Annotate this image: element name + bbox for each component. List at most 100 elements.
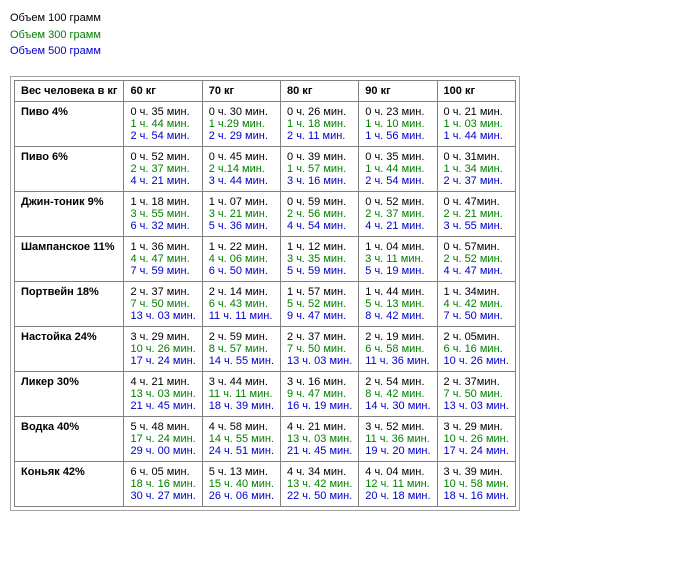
value-500g: 5 ч. 36 мин. xyxy=(209,220,274,232)
value-100g: 0 ч. 59 мин. xyxy=(287,196,352,208)
value-100g: 0 ч. 39 мин. xyxy=(287,151,352,163)
value-500g: 3 ч. 16 мин. xyxy=(287,175,352,187)
value-100g: 3 ч. 39 мин. xyxy=(444,466,509,478)
value-100g: 2 ч. 54 мин. xyxy=(365,376,430,388)
value-300g: 15 ч. 40 мин. xyxy=(209,478,274,490)
value-300g: 1 ч. 44 мин. xyxy=(365,163,430,175)
data-cell: 5 ч. 13 мин.15 ч. 40 мин.26 ч. 06 мин. xyxy=(202,461,280,506)
value-500g: 17 ч. 24 мин. xyxy=(130,355,195,367)
value-500g: 4 ч. 47 мин. xyxy=(444,265,509,277)
value-300g: 9 ч. 47 мин. xyxy=(287,388,352,400)
value-300g: 5 ч. 52 мин. xyxy=(287,298,352,310)
value-300g: 4 ч. 42 мин. xyxy=(444,298,509,310)
value-300g: 8 ч. 57 мин. xyxy=(209,343,274,355)
value-300g: 12 ч. 11 мин. xyxy=(365,478,430,490)
value-100g: 4 ч. 21 мин. xyxy=(130,376,195,388)
value-500g: 7 ч. 59 мин. xyxy=(130,265,195,277)
value-100g: 3 ч. 52 мин. xyxy=(365,421,430,433)
value-300g: 8 ч. 42 мин. xyxy=(365,388,430,400)
data-cell: 4 ч. 34 мин.13 ч. 42 мин.22 ч. 50 мин. xyxy=(281,461,359,506)
data-cell: 4 ч. 04 мин.12 ч. 11 мин.20 ч. 18 мин. xyxy=(359,461,437,506)
value-500g: 18 ч. 39 мин. xyxy=(209,400,274,412)
value-100g: 5 ч. 13 мин. xyxy=(209,466,274,478)
value-300g: 6 ч. 58 мин. xyxy=(365,343,430,355)
data-cell: 3 ч. 16 мин.9 ч. 47 мин.16 ч. 19 мин. xyxy=(281,371,359,416)
row-label: Ликер 30% xyxy=(15,371,124,416)
value-300g: 6 ч. 43 мин. xyxy=(209,298,274,310)
value-500g: 14 ч. 55 мин. xyxy=(209,355,274,367)
value-500g: 11 ч. 11 мин. xyxy=(209,310,274,322)
value-500g: 2 ч. 29 мин. xyxy=(209,130,274,142)
value-500g: 2 ч. 54 мин. xyxy=(130,130,195,142)
value-100g: 0 ч. 30 мин. xyxy=(209,106,274,118)
value-300g: 13 ч. 03 мин. xyxy=(130,388,195,400)
value-300g: 1 ч. 44 мин. xyxy=(130,118,195,130)
data-cell: 0 ч. 35 мин.1 ч. 44 мин.2 ч. 54 мин. xyxy=(124,101,202,146)
table-row: Джин-тоник 9%1 ч. 18 мин.3 ч. 55 мин.6 ч… xyxy=(15,191,516,236)
value-300g: 1 ч. 34 мин. xyxy=(444,163,509,175)
value-500g: 2 ч. 37 мин. xyxy=(444,175,509,187)
value-300g: 5 ч. 13 мин. xyxy=(365,298,430,310)
value-500g: 5 ч. 59 мин. xyxy=(287,265,352,277)
value-500g: 16 ч. 19 мин. xyxy=(287,400,352,412)
value-100g: 1 ч. 07 мин. xyxy=(209,196,274,208)
value-100g: 4 ч. 21 мин. xyxy=(287,421,352,433)
value-500g: 13 ч. 03 мин. xyxy=(444,400,509,412)
table-row: Водка 40%5 ч. 48 мин.17 ч. 24 мин.29 ч. … xyxy=(15,416,516,461)
value-100g: 2 ч. 14 мин. xyxy=(209,286,274,298)
data-cell: 3 ч. 52 мин.11 ч. 36 мин.19 ч. 20 мин. xyxy=(359,416,437,461)
value-500g: 26 ч. 06 мин. xyxy=(209,490,274,502)
value-100g: 0 ч. 21 мин. xyxy=(444,106,509,118)
value-500g: 18 ч. 16 мин. xyxy=(444,490,509,502)
value-100g: 1 ч. 12 мин. xyxy=(287,241,352,253)
data-cell: 3 ч. 29 мин.10 ч. 26 мин.17 ч. 24 мин. xyxy=(124,326,202,371)
value-300g: 1 ч. 57 мин. xyxy=(287,163,352,175)
value-100g: 0 ч. 35 мин. xyxy=(130,106,195,118)
data-cell: 0 ч. 23 мин.1 ч. 10 мин.1 ч. 56 мин. xyxy=(359,101,437,146)
legend: Объем 100 грамм Объем 300 грамм Объем 50… xyxy=(10,10,678,60)
value-100g: 1 ч. 36 мин. xyxy=(130,241,195,253)
value-100g: 2 ч. 59 мин. xyxy=(209,331,274,343)
row-label: Портвейн 18% xyxy=(15,281,124,326)
data-cell: 4 ч. 58 мин.14 ч. 55 мин.24 ч. 51 мин. xyxy=(202,416,280,461)
value-300g: 4 ч. 47 мин. xyxy=(130,253,195,265)
value-300g: 7 ч. 50 мин. xyxy=(287,343,352,355)
table-header-row: Вес человека в кг 60 кг 70 кг 80 кг 90 к… xyxy=(15,80,516,101)
value-300g: 10 ч. 26 мин. xyxy=(444,433,509,445)
value-500g: 19 ч. 20 мин. xyxy=(365,445,430,457)
data-cell: 1 ч. 04 мин.3 ч. 11 мин.5 ч. 19 мин. xyxy=(359,236,437,281)
value-500g: 10 ч. 26 мин. xyxy=(444,355,509,367)
value-500g: 2 ч. 54 мин. xyxy=(365,175,430,187)
value-300g: 10 ч. 58 мин. xyxy=(444,478,509,490)
value-100g: 6 ч. 05 мин. xyxy=(130,466,195,478)
value-300g: 2 ч. 52 мин. xyxy=(444,253,509,265)
value-100g: 4 ч. 58 мин. xyxy=(209,421,274,433)
value-100g: 1 ч. 22 мин. xyxy=(209,241,274,253)
data-cell: 2 ч. 19 мин.6 ч. 58 мин.11 ч. 36 мин. xyxy=(359,326,437,371)
data-cell: 1 ч. 44 мин.5 ч. 13 мин.8 ч. 42 мин. xyxy=(359,281,437,326)
data-cell: 2 ч. 37 мин.7 ч. 50 мин.13 ч. 03 мин. xyxy=(124,281,202,326)
data-cell: 1 ч. 34мин.4 ч. 42 мин.7 ч. 50 мин. xyxy=(437,281,515,326)
value-500g: 5 ч. 19 мин. xyxy=(365,265,430,277)
data-cell: 0 ч. 52 мин.2 ч. 37 мин.4 ч. 21 мин. xyxy=(359,191,437,236)
header-rowlabel: Вес человека в кг xyxy=(15,80,124,101)
alcohol-table: Вес человека в кг 60 кг 70 кг 80 кг 90 к… xyxy=(14,80,516,507)
value-300g: 4 ч. 06 мин. xyxy=(209,253,274,265)
value-300g: 2 ч. 37 мин. xyxy=(365,208,430,220)
value-100g: 2 ч. 37 мин. xyxy=(287,331,352,343)
data-cell: 2 ч. 54 мин.8 ч. 42 мин.14 ч. 30 мин. xyxy=(359,371,437,416)
value-100g: 5 ч. 48 мин. xyxy=(130,421,195,433)
legend-300: Объем 300 грамм xyxy=(10,29,101,41)
value-100g: 0 ч. 23 мин. xyxy=(365,106,430,118)
value-100g: 0 ч. 45 мин. xyxy=(209,151,274,163)
data-cell: 0 ч. 47мин.2 ч. 21 мин.3 ч. 55 мин. xyxy=(437,191,515,236)
value-500g: 24 ч. 51 мин. xyxy=(209,445,274,457)
value-300g: 17 ч. 24 мин. xyxy=(130,433,195,445)
value-100g: 4 ч. 34 мин. xyxy=(287,466,352,478)
value-500g: 3 ч. 55 мин. xyxy=(444,220,509,232)
table-row: Пиво 4%0 ч. 35 мин.1 ч. 44 мин.2 ч. 54 м… xyxy=(15,101,516,146)
value-300g: 2 ч. 56 мин. xyxy=(287,208,352,220)
value-300g: 1 ч.29 мин. xyxy=(209,118,274,130)
value-100g: 1 ч. 57 мин. xyxy=(287,286,352,298)
value-500g: 6 ч. 50 мин. xyxy=(209,265,274,277)
